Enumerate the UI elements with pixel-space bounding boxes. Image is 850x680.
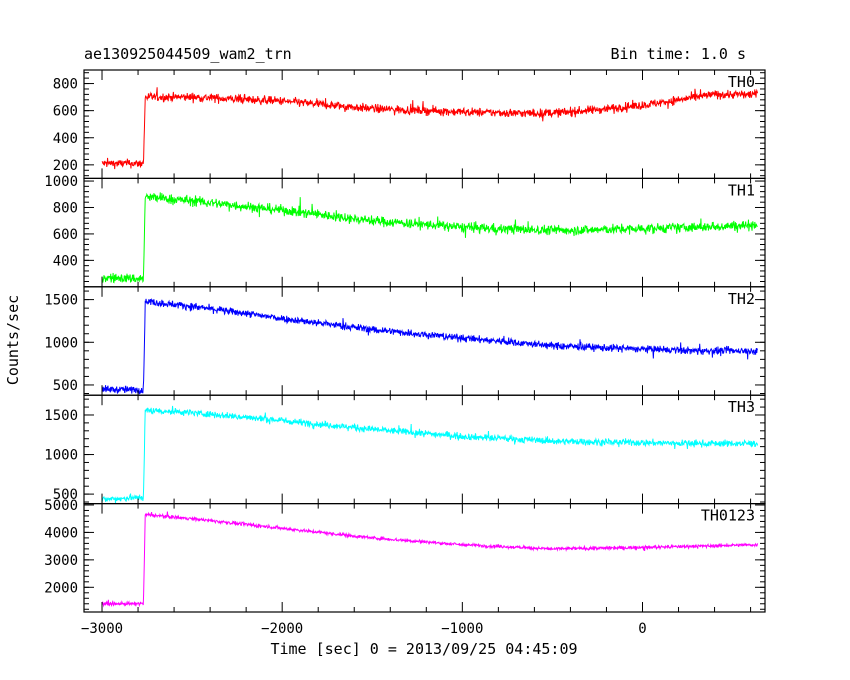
series-line-th0123 — [101, 511, 759, 608]
panel-label-th1: TH1 — [728, 181, 755, 199]
series-line-th3 — [101, 405, 759, 504]
x-tick-label: −2000 — [261, 621, 303, 637]
panel-label-th2: TH2 — [728, 290, 755, 308]
y-tick-label: 500 — [53, 378, 78, 394]
panel-th0123: 2000 3000 4000 5000 TH0123 — [44, 498, 766, 613]
panel-th2: 500 1000 1500 TH2 — [44, 286, 766, 396]
y-tick-label: 600 — [53, 104, 78, 120]
panel-label-th0: TH0 — [728, 73, 755, 91]
panel-label-th3: TH3 — [728, 398, 755, 416]
y-tick-label: 1500 — [44, 408, 78, 424]
panel-th0: 200 400 600 800 TH0 — [53, 69, 766, 180]
panel-th1: 400 600 800 1000 TH1 — [44, 174, 766, 288]
y-tick-label: 1500 — [44, 293, 78, 309]
y-tick-label: 600 — [53, 227, 78, 243]
x-tick-label: −1000 — [441, 621, 483, 637]
y-tick-label: 4000 — [44, 525, 78, 541]
y-axis-label: Counts/sec — [4, 295, 22, 385]
panel-frame — [83, 503, 766, 613]
panel-th3: 500 1000 1500 TH3 — [44, 394, 766, 505]
y-tick-label: 1000 — [44, 335, 78, 351]
y-tick-label: 5000 — [44, 498, 78, 514]
series-line-th0 — [101, 87, 759, 170]
chart-title: ae130925044509_wam2_trn — [84, 45, 292, 63]
x-tick-label: −3000 — [81, 621, 123, 637]
y-tick-label: 1000 — [44, 174, 78, 190]
series-line-th2 — [101, 297, 759, 395]
y-tick-label: 1000 — [44, 448, 78, 464]
y-tick-label: 400 — [53, 253, 78, 269]
y-tick-label: 2000 — [44, 580, 78, 596]
panel-frame — [83, 177, 766, 288]
x-tick-label: 0 — [638, 621, 646, 637]
series-line-th1 — [101, 192, 758, 284]
panels-group: 200 400 600 800 TH0 400 600 800 1000 TH1 500 1000 15… — [44, 69, 766, 613]
y-tick-label: 400 — [53, 131, 78, 147]
bin-time-label: Bin time: 1.0 s — [611, 45, 746, 63]
y-tick-label: 800 — [53, 200, 78, 216]
y-tick-label: 3000 — [44, 553, 78, 569]
x-axis: −3000 −2000 −1000 0 — [81, 621, 647, 637]
panel-frame — [83, 286, 766, 396]
x-axis-label: Time [sec] 0 = 2013/09/25 04:45:09 — [270, 640, 577, 658]
y-tick-label: 200 — [53, 158, 78, 174]
panel-label-th0123: TH0123 — [701, 507, 755, 525]
y-tick-label: 800 — [53, 77, 78, 93]
panel-frame — [83, 69, 766, 180]
y-tick-label: 500 — [53, 487, 78, 503]
